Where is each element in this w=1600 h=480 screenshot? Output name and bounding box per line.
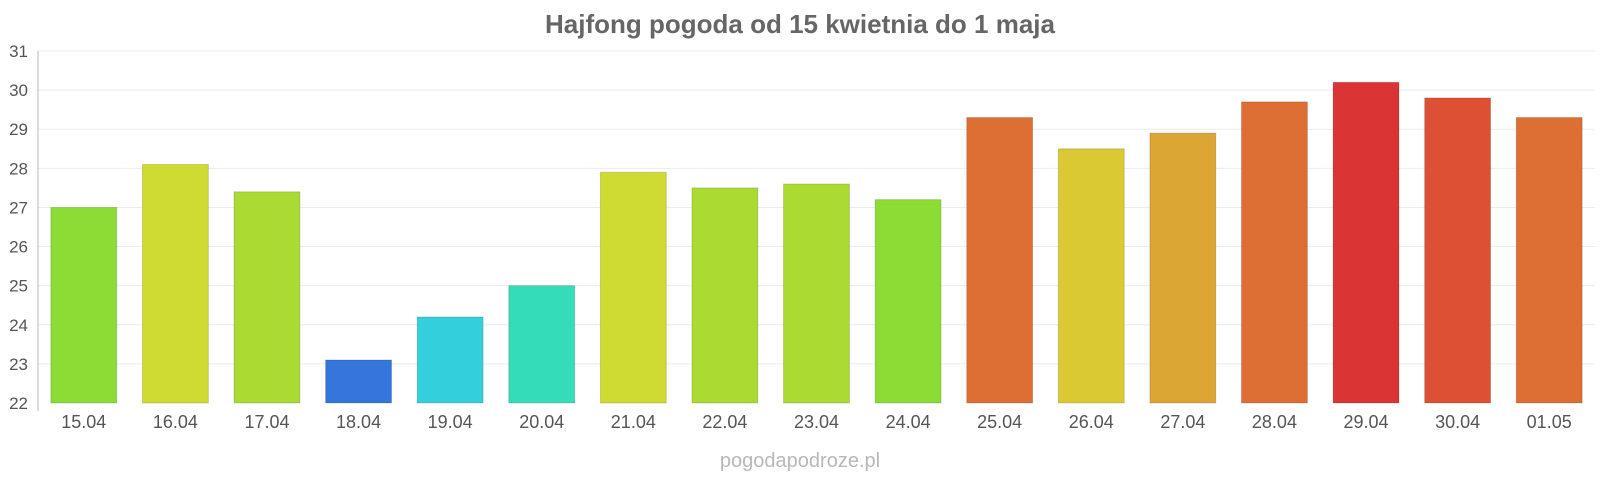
bar-21.04: [599, 171, 667, 404]
x-tick-label: 30.04: [1435, 412, 1480, 432]
bar-22.04: [691, 187, 759, 404]
x-tick-label: 15.04: [61, 412, 106, 432]
x-tick-label: 24.04: [886, 412, 931, 432]
bar-01.05: [1515, 116, 1583, 404]
bar-23.04: [783, 183, 850, 404]
x-tick-label: 22.04: [702, 412, 747, 432]
y-tick-label: 25: [9, 277, 28, 296]
x-tick-label: 19.04: [428, 412, 473, 432]
y-tick-label: 26: [9, 238, 28, 257]
x-axis-ticks: 15.04 16.04 17.04 18.04 19.04 20.04 21.04 22.04…: [61, 412, 1571, 432]
bar-30.04: [1424, 97, 1492, 404]
x-tick-label: 01.05: [1527, 412, 1572, 432]
x-tick-label: 16.04: [153, 412, 198, 432]
bar-17.04: [233, 191, 301, 404]
bar-18.04: [325, 359, 393, 404]
y-tick-label: 29: [9, 120, 28, 139]
y-tick-label: 24: [9, 316, 28, 335]
y-tick-label: 27: [9, 198, 28, 217]
bar-15.04: [50, 206, 118, 404]
x-tick-label: 20.04: [519, 412, 564, 432]
y-tick-label: 23: [9, 355, 28, 374]
y-tick-label: 30: [9, 81, 28, 100]
bar-26.04: [1057, 148, 1125, 404]
x-tick-label: 18.04: [336, 412, 381, 432]
bar-25.04: [966, 116, 1034, 404]
x-tick-label: 26.04: [1069, 412, 1114, 432]
y-tick-label: 22: [9, 394, 28, 413]
chart-title: Hajfong pogoda od 15 kwietnia do 1 maja: [545, 9, 1055, 39]
x-tick-label: 28.04: [1252, 412, 1297, 432]
y-tick-label: 31: [9, 42, 28, 61]
bar-24.04: [874, 199, 942, 404]
bar-27.04: [1149, 132, 1217, 404]
y-axis-ticks: 22 23 24 25 26 27 28 29 30 31: [9, 42, 28, 413]
x-tick-label: 17.04: [244, 412, 289, 432]
x-tick-label: 21.04: [611, 412, 656, 432]
x-tick-label: 27.04: [1160, 412, 1205, 432]
bar-29.04: [1332, 81, 1400, 404]
x-tick-label: 25.04: [977, 412, 1022, 432]
watermark: pogodapodroze.pl: [720, 450, 880, 472]
x-tick-label: 23.04: [794, 412, 839, 432]
x-tick-label: 29.04: [1344, 412, 1389, 432]
y-tick-label: 28: [9, 159, 28, 178]
bar-16.04: [141, 163, 209, 404]
bars: [50, 81, 1583, 404]
bar-19.04: [416, 316, 484, 404]
bar-20.04: [508, 285, 576, 404]
bar-28.04: [1240, 101, 1308, 404]
